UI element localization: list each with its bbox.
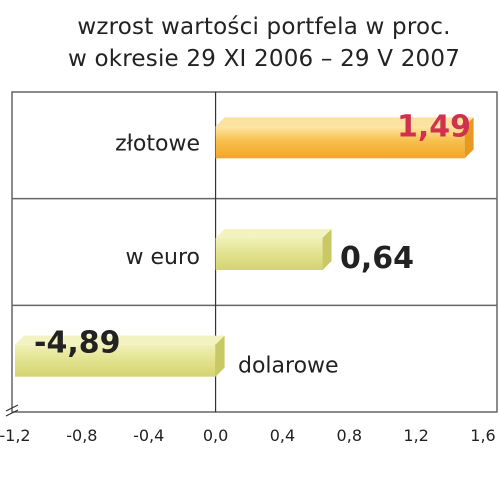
bar-1	[215, 117, 474, 159]
category-label: dolarowe	[238, 354, 339, 379]
x-tick-label: -1,2	[0, 426, 31, 445]
bar-face	[15, 344, 216, 377]
x-tick-label: 1,6	[470, 426, 495, 445]
chart-title-line-1: wzrost wartości portfela w proc.	[77, 14, 451, 40]
value-label: 0,64	[340, 241, 414, 276]
bar-side-face	[322, 229, 332, 270]
bar-side-face	[215, 335, 225, 377]
chart-title-line-2: w okresie 29 XI 2006 – 29 V 2007	[67, 46, 461, 72]
x-tick-label: 0,4	[270, 426, 295, 445]
bar-side-face	[464, 117, 474, 159]
value-label: -4,89	[34, 326, 120, 361]
x-tick-label: 0,8	[337, 426, 362, 445]
x-tick-label: 0,0	[203, 426, 228, 445]
value-label: 1,49	[397, 109, 471, 144]
bar-3	[15, 335, 225, 377]
x-tick-label: -0,8	[66, 426, 97, 445]
category-label: w euro	[126, 245, 201, 270]
bar-face	[215, 126, 465, 159]
x-tick-label: -0,4	[133, 426, 164, 445]
x-tick-label: 1,2	[403, 426, 428, 445]
axis-break-mark	[5, 409, 19, 417]
bar-top-face	[215, 117, 474, 127]
bar-top-face	[215, 229, 332, 238]
bar-face	[215, 238, 323, 270]
bar-2	[215, 229, 332, 270]
category-label: złotowe	[115, 131, 200, 156]
axis-break-mark	[5, 404, 19, 412]
plot-frame	[11, 91, 498, 413]
bar-top-face	[15, 335, 225, 345]
